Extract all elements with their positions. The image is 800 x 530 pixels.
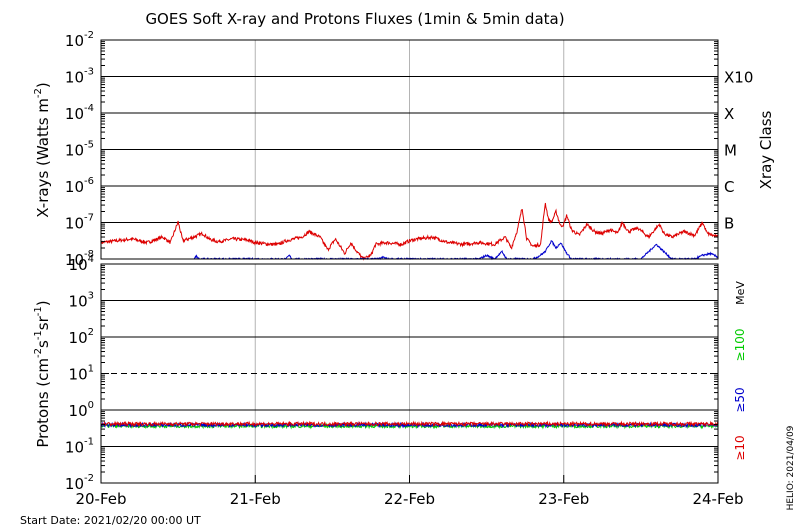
xray-tick-label: 10-8 xyxy=(65,249,94,269)
xray-class-label: C xyxy=(724,178,734,196)
proton-y-ticks: 104 103 102 101 100 10-1 10-2 xyxy=(65,254,718,493)
xray-tick-label: 10-6 xyxy=(65,176,94,196)
xray-tick-label: 10-3 xyxy=(65,67,94,87)
x-tick-label: 23-Feb xyxy=(538,490,589,508)
x-axis-labels: 20-Feb 21-Feb 22-Feb 23-Feb 24-Feb xyxy=(75,475,744,508)
xray-gridlines xyxy=(101,40,718,259)
proton-energy-label: ≥100 xyxy=(733,329,747,362)
proton-energy-labels: ≥10 ≥50 ≥100 xyxy=(733,329,747,461)
xray-class-labels: X10 X MC B xyxy=(724,69,753,233)
proton-tick-label: 10-2 xyxy=(65,473,94,493)
x-tick-label: 21-Feb xyxy=(230,490,281,508)
proton-energy-label: ≥10 xyxy=(733,435,747,460)
proton-tick-label: 100 xyxy=(69,400,94,420)
xray-class-label: M xyxy=(724,142,737,160)
start-date-label: Start Date: 2021/02/20 00:00 UT xyxy=(20,514,201,527)
proton-energy-label: ≥50 xyxy=(733,387,747,412)
proton-tick-label: 104 xyxy=(69,254,94,274)
proton-series-line xyxy=(100,421,719,429)
xray-class-axis-title: Xray Class xyxy=(757,110,775,189)
xray-tick-label: 10-7 xyxy=(65,213,94,233)
proton-unit-label: MeV xyxy=(734,281,747,305)
x-tick-label: 24-Feb xyxy=(692,490,743,508)
xray-y-ticks: 10-2 10-3 10-4 10-5 10-6 10-7 10-8 xyxy=(65,30,718,269)
proton-tick-label: 101 xyxy=(69,364,94,384)
proton-y-axis-label: Protons (cm-2s-1sr-1) xyxy=(33,300,52,447)
chart-title: GOES Soft X-ray and Protons Fluxes (1min… xyxy=(145,10,564,28)
proton-tick-label: 10-1 xyxy=(65,437,94,457)
x-tick-label: 20-Feb xyxy=(75,490,126,508)
proton-gridlines xyxy=(101,264,718,483)
xray-long-channel-line xyxy=(100,202,719,261)
helio-stamp: HELIO: 2021/04/09 xyxy=(786,425,796,510)
xray-tick-label: 10-4 xyxy=(65,103,94,123)
xray-panel: 10-2 10-3 10-4 10-5 10-6 10-7 10-8 X10 X MC B Xra… xyxy=(33,30,775,269)
proton-series-layer xyxy=(100,420,719,430)
proton-tick-label: 103 xyxy=(69,291,94,311)
xray-class-label: X xyxy=(724,105,734,123)
xray-tick-label: 10-5 xyxy=(65,140,94,160)
xray-class-label: X10 xyxy=(724,69,753,87)
xray-tick-label: 10-2 xyxy=(65,30,94,50)
xray-class-label: B xyxy=(724,215,734,233)
x-tick-label: 22-Feb xyxy=(384,490,435,508)
proton-tick-label: 102 xyxy=(69,327,94,347)
xray-y-axis-label: X-rays (Watts m-2) xyxy=(33,82,52,217)
proton-series-line xyxy=(100,420,719,428)
proton-panel: 104 103 102 101 100 10-1 10-2 MeV ≥10 ≥50 ≥100 P… xyxy=(33,254,747,493)
